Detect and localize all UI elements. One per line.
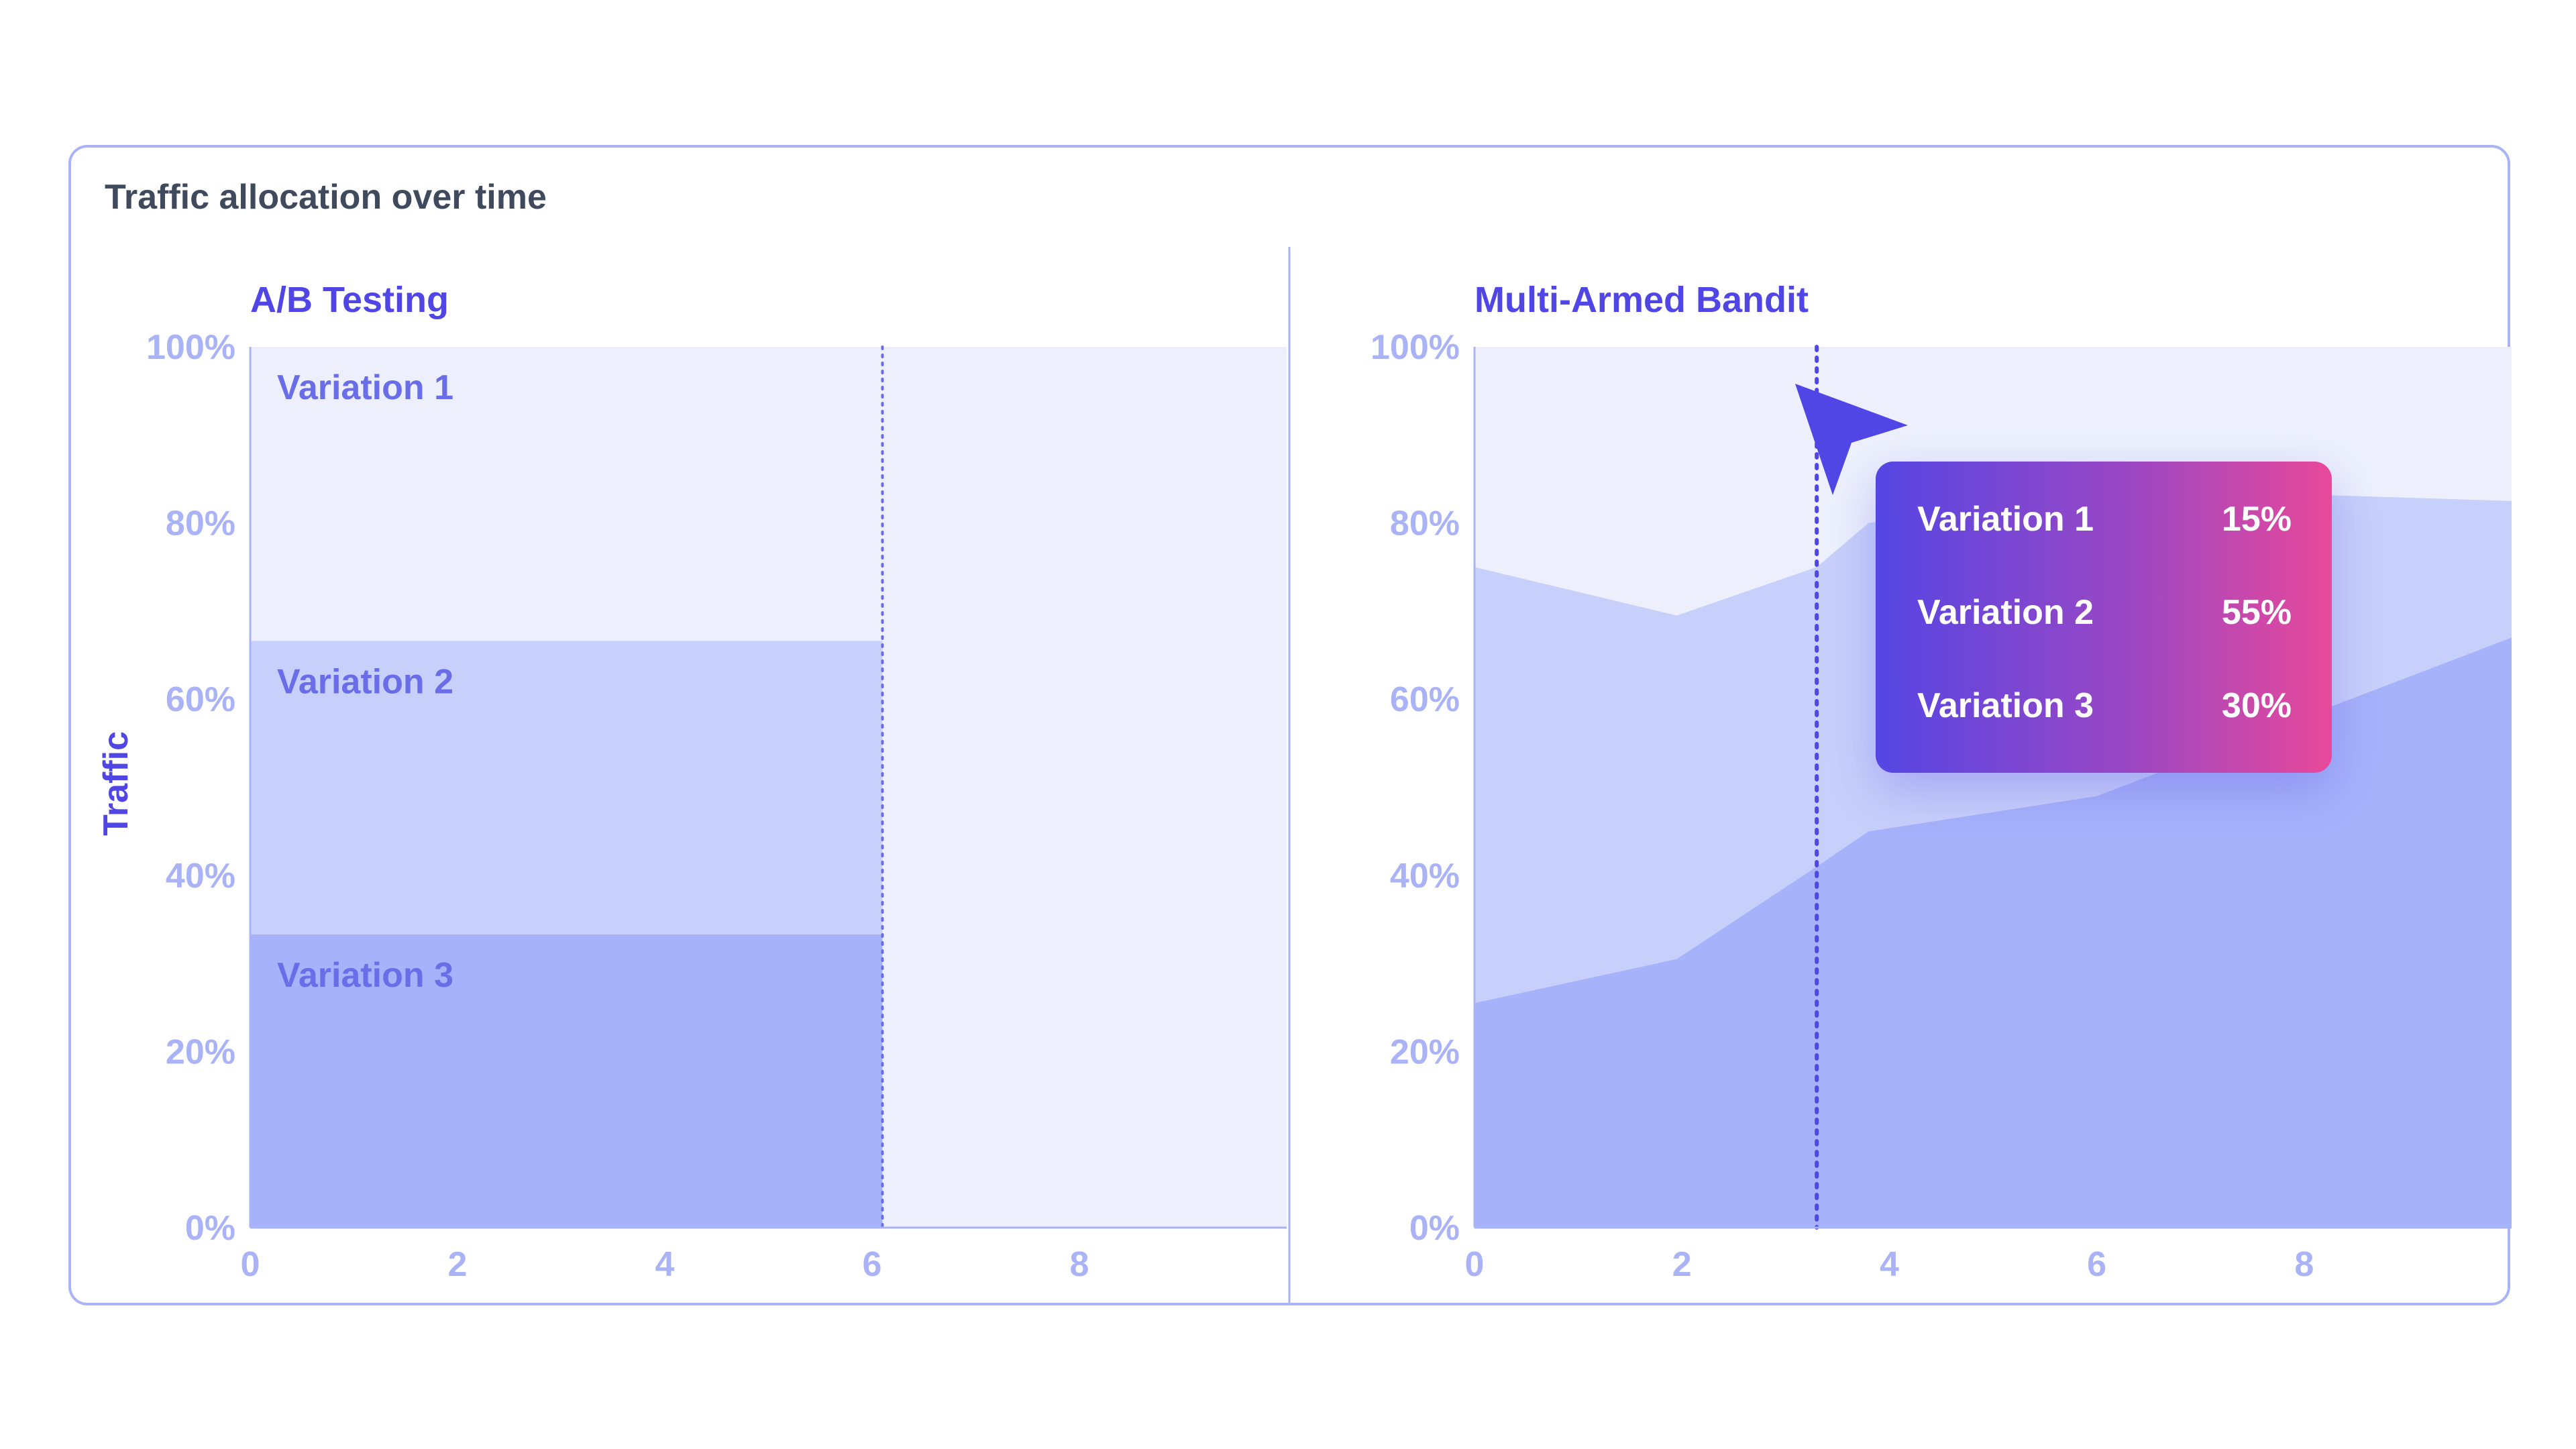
x-tick-label: 4: [655, 1245, 675, 1284]
x-tick-label: 6: [2087, 1245, 2106, 1284]
x-tick-label: 4: [1880, 1245, 1899, 1284]
tooltip-row-label: Variation 1: [1917, 500, 2094, 539]
y-tick-label: 80%: [166, 504, 235, 543]
cursor-arrow-icon: [1795, 384, 1908, 495]
x-tick-label: 8: [1070, 1245, 1089, 1284]
y-tick-label: 20%: [1390, 1032, 1460, 1071]
x-tick-label: 0: [241, 1245, 260, 1284]
multi-armed-bandit-panel: 0% 20% 40% 60% 80% 100% 0 2 4 6 8 Multi-Armed Bandi…: [1371, 280, 2512, 1284]
area-variation-3: [1474, 637, 2512, 1228]
y-tick-label: 80%: [1390, 504, 1460, 543]
y-tick-label: 100%: [146, 328, 235, 367]
tooltip-row: Variation 3 30%: [1917, 686, 2292, 779]
y-tick-label: 20%: [166, 1032, 235, 1071]
panel-title: Multi-Armed Bandit: [1474, 280, 1809, 320]
tooltip-row-label: Variation 3: [1917, 686, 2094, 725]
area-variation-1: [250, 347, 883, 641]
x-tick-label: 0: [1465, 1245, 1485, 1284]
area-variation-2: [250, 641, 883, 934]
tooltip-row: Variation 1 15%: [1917, 499, 2292, 592]
card-title: Traffic allocation over time: [105, 178, 547, 217]
tooltip-row-value: 15%: [2221, 500, 2292, 539]
y-axis-label: Traffic: [97, 731, 136, 836]
tooltip-row: Variation 2 55%: [1917, 592, 2292, 686]
x-tick-label: 2: [1672, 1245, 1692, 1284]
y-tick-label: 60%: [1390, 680, 1460, 719]
y-tick-label: 100%: [1371, 328, 1460, 367]
panel-title: A/B Testing: [250, 280, 449, 320]
x-tick-label: 2: [448, 1245, 468, 1284]
y-tick-label: 60%: [166, 680, 235, 719]
tooltip-row-value: 30%: [2221, 686, 2292, 725]
tooltip-row-label: Variation 2: [1917, 593, 2094, 632]
y-tick-label: 0%: [185, 1209, 235, 1248]
x-tick-label: 8: [2294, 1245, 2314, 1284]
area-variation-3: [250, 934, 883, 1228]
allocation-tooltip: Variation 1 15% Variation 2 55% Variatio…: [1876, 462, 2332, 773]
x-tick-label: 6: [863, 1245, 882, 1284]
cursor-icon-layer: [1795, 384, 1908, 495]
y-tick-label: 0%: [1409, 1209, 1460, 1248]
y-tick-label: 40%: [166, 857, 235, 896]
tooltip-row-value: 55%: [2221, 593, 2292, 632]
series-label: Variation 3: [277, 956, 453, 995]
series-label: Variation 1: [277, 368, 453, 407]
series-label: Variation 2: [277, 663, 453, 702]
y-tick-label: 40%: [1390, 857, 1460, 896]
